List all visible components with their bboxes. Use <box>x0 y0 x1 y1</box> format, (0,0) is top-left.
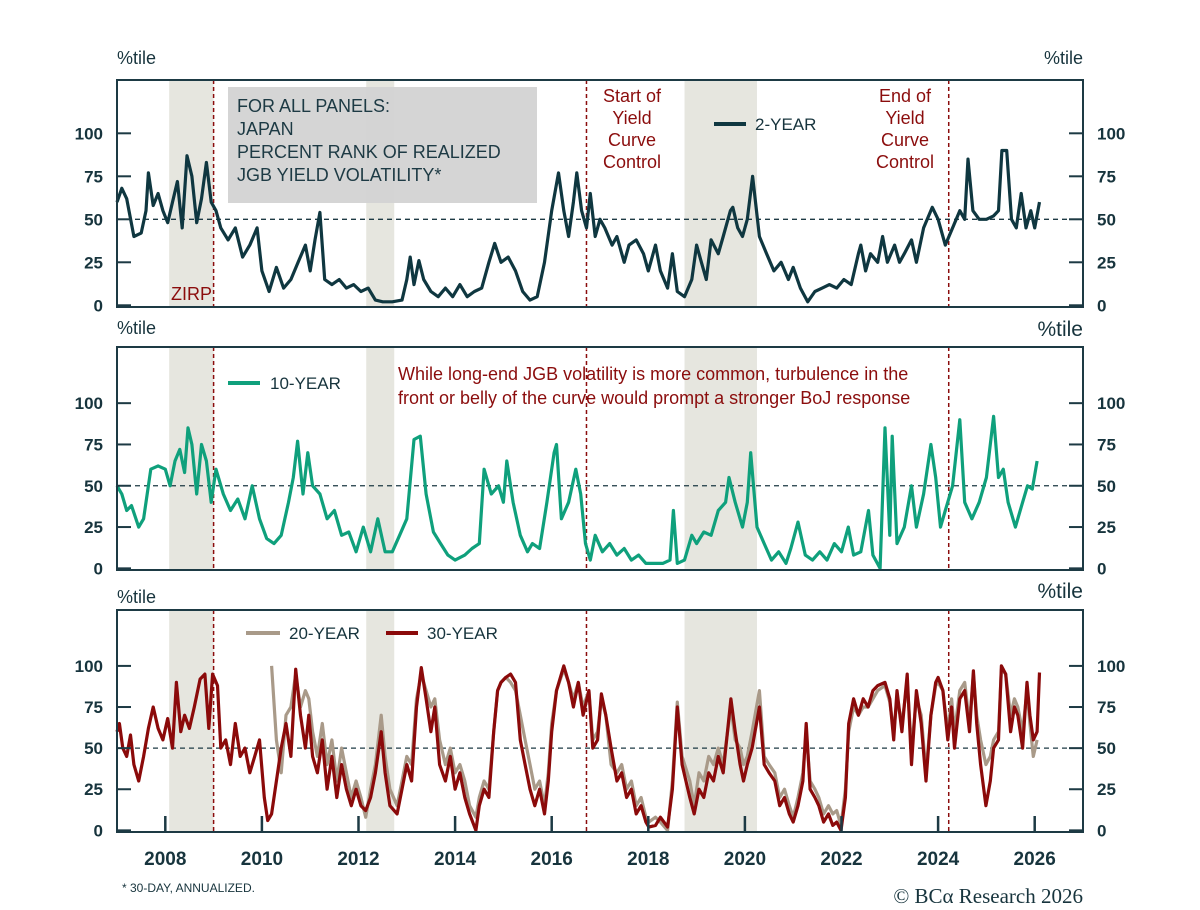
y-tick-label-left: 100 <box>75 124 103 143</box>
y-axis-label-left-middle: %tile <box>117 318 156 338</box>
y-tick-label-left: 25 <box>84 780 103 799</box>
y-tick-label-left: 25 <box>84 253 103 272</box>
x-tick-label: 2010 <box>241 849 283 870</box>
series-line-10-year <box>115 414 1039 570</box>
y-axis-label-right-middle: %tile <box>1037 318 1083 341</box>
legend-10-year: 10-YEAR <box>228 374 341 393</box>
y-tick-label-right: 50 <box>1097 210 1116 229</box>
ycc-start-annotation: Start of Yield Curve Control <box>603 86 662 172</box>
x-tick-label: 2024 <box>917 849 960 870</box>
ycc-end-annotation: End of Yield Curve Control <box>876 86 934 172</box>
y-tick-label-right: 75 <box>1097 698 1116 717</box>
middle-panel-note-line: front or belly of the curve would prompt… <box>398 388 910 408</box>
info-box: FOR ALL PANELS: JAPAN PERCENT RANK OF RE… <box>228 87 537 203</box>
y-tick-label-right: 100 <box>1097 394 1125 413</box>
y-tick-label-left: 75 <box>84 698 103 717</box>
series-line-30-year <box>115 664 1042 832</box>
legend-2-year: 2-YEAR <box>714 115 816 134</box>
y-tick-label-left: 50 <box>84 477 103 496</box>
ycc-end-line: Control <box>876 152 934 172</box>
y-tick-label-right: 25 <box>1097 780 1116 799</box>
info-box-line: JGB YIELD VOLATILITY* <box>237 165 441 185</box>
plot-frame <box>116 79 1084 308</box>
ycc-start-line: Control <box>603 152 661 172</box>
plot-frame <box>116 609 1084 833</box>
y-tick-label-left: 0 <box>94 296 103 315</box>
y-axis-label-left-top: %tile <box>117 48 156 68</box>
y-tick-label-right: 75 <box>1097 167 1116 186</box>
y-tick-label-left: 0 <box>94 559 103 578</box>
ycc-start-line: Curve <box>608 130 656 150</box>
x-tick-label: 2012 <box>337 849 379 870</box>
ycc-end-line: Yield <box>885 108 924 128</box>
y-tick-label-right: 75 <box>1097 435 1116 454</box>
shaded-period <box>169 80 214 307</box>
y-tick-label-left: 100 <box>75 394 103 413</box>
y-tick-label-right: 0 <box>1097 296 1106 315</box>
info-box-line: FOR ALL PANELS: <box>237 96 390 116</box>
y-tick-label-right: 50 <box>1097 739 1116 758</box>
y-tick-label-left: 75 <box>84 435 103 454</box>
panel-middle: 0 0 25 25 50 50 75 75 100 100 <box>75 346 1125 578</box>
legend-label-10-year: 10-YEAR <box>270 374 341 393</box>
legend-label-2-year: 2-YEAR <box>755 115 816 134</box>
x-tick-label: 2026 <box>1014 849 1056 870</box>
y-tick-label-left: 50 <box>84 739 103 758</box>
y-tick-label-left: 0 <box>94 821 103 840</box>
y-tick-label-left: 100 <box>75 657 103 676</box>
y-tick-label-right: 100 <box>1097 657 1125 676</box>
y-tick-label-right: 50 <box>1097 477 1116 496</box>
legend-label-30-year: 30-YEAR <box>427 624 498 643</box>
ycc-end-line: End of <box>879 86 932 106</box>
y-tick-label-right: 25 <box>1097 253 1116 272</box>
y-tick-label-right: 25 <box>1097 518 1116 537</box>
info-box-line: PERCENT RANK OF REALIZED <box>237 142 501 162</box>
panel-bottom: 0 0 25 25 50 50 75 75 100 100 <box>75 609 1125 840</box>
y-tick-label-right: 0 <box>1097 821 1106 840</box>
ycc-start-line: Yield <box>612 108 651 128</box>
legend-30-year: 30-YEAR <box>386 624 498 643</box>
x-axis-tick-labels: 2008 2010 2012 2014 2016 2018 2020 2022 2024 2026 <box>144 849 1056 870</box>
x-tick-label: 2016 <box>531 849 573 870</box>
y-tick-label-right: 0 <box>1097 559 1106 578</box>
x-tick-label: 2014 <box>434 849 477 870</box>
bca-research-logo: © BCα Research 2026 <box>893 884 1083 908</box>
x-tick-label: 2008 <box>144 849 186 870</box>
x-tick-label: 2020 <box>724 849 766 870</box>
footnote: * 30-DAY, ANNUALIZED. <box>122 881 255 895</box>
middle-panel-note-line: While long-end JGB volatility is more co… <box>398 364 908 384</box>
x-tick-label: 2022 <box>820 849 862 870</box>
ycc-end-line: Curve <box>881 130 929 150</box>
y-axis-label-right-top: %tile <box>1044 48 1083 68</box>
y-tick-label-right: 100 <box>1097 124 1125 143</box>
x-tick-label: 2018 <box>627 849 669 870</box>
plot-frame <box>116 346 1084 571</box>
legend-label-20-year: 20-YEAR <box>289 624 360 643</box>
info-box-background <box>228 87 537 203</box>
shaded-period <box>684 80 757 307</box>
shaded-period <box>684 347 757 570</box>
info-box-line: JAPAN <box>237 119 294 139</box>
y-tick-label-left: 50 <box>84 210 103 229</box>
y-tick-label-left: 25 <box>84 518 103 537</box>
legend-20-year: 20-YEAR <box>246 624 360 643</box>
zirp-label: ZIRP <box>171 284 212 304</box>
y-tick-label-left: 75 <box>84 167 103 186</box>
y-axis-label-right-bottom: %tile <box>1037 580 1083 603</box>
y-axis-label-left-bottom: %tile <box>117 587 156 607</box>
ycc-start-line: Start of <box>603 86 662 106</box>
series-line-2-year <box>115 148 1042 304</box>
